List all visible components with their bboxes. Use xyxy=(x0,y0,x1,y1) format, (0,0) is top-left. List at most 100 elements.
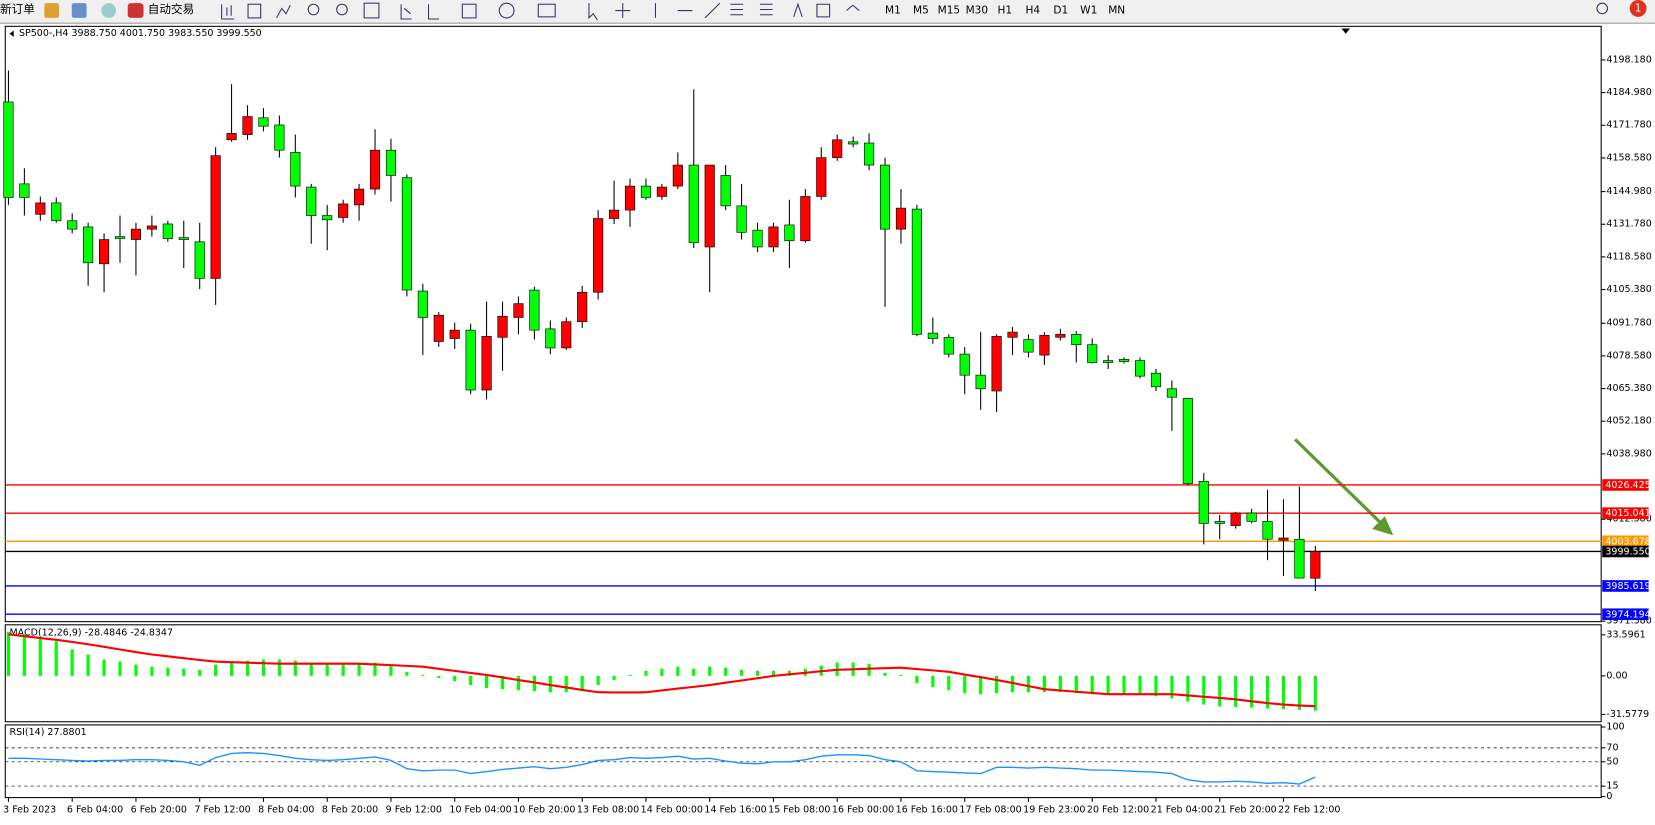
timeframe-button[interactable]: W1 xyxy=(1080,5,1097,17)
candle-body xyxy=(306,186,317,216)
candle-body xyxy=(1230,512,1241,526)
icon[interactable] xyxy=(793,2,831,18)
timeframe-button[interactable]: M5 xyxy=(913,5,929,17)
candle-body xyxy=(911,208,922,335)
candle-body xyxy=(1182,398,1193,484)
x-tick-label: 13 Feb 08:00 xyxy=(577,805,639,816)
arrow-shaft xyxy=(1293,438,1386,528)
candle-body xyxy=(67,220,78,230)
icon[interactable] xyxy=(71,3,87,18)
candle-body xyxy=(3,101,14,198)
candle-body xyxy=(242,116,253,135)
candle-body xyxy=(178,237,189,240)
auto-trading-button[interactable]: 自动交易 xyxy=(148,2,194,16)
main-title: SP500-,H4 3988.750 4001.750 3983.550 399… xyxy=(19,28,262,39)
icon[interactable] xyxy=(221,4,235,20)
y-tick-label: 4078.580 xyxy=(1606,350,1651,361)
candle-body xyxy=(816,157,827,197)
arrow-head xyxy=(1372,516,1394,536)
icon[interactable] xyxy=(654,2,773,19)
candle-body xyxy=(401,177,412,291)
candle-body xyxy=(35,202,46,215)
timeframe-button[interactable]: M1 xyxy=(885,5,901,17)
price-label: 3999.550 xyxy=(1605,547,1650,558)
toolbar: 新订单 自动交易 M1 M5 M15 M30 H1 H4 D1 W1 MN 1 xyxy=(0,0,1655,24)
candle-body xyxy=(274,124,285,151)
new-order-button[interactable]: 新订单 xyxy=(0,2,35,16)
icon[interactable] xyxy=(427,4,440,20)
icon[interactable] xyxy=(498,2,515,19)
notification-badge[interactable] xyxy=(1629,0,1647,17)
candle-body xyxy=(927,332,938,339)
y-tick-label: 0 xyxy=(1606,791,1612,802)
icon[interactable] xyxy=(615,3,631,18)
price-label-box xyxy=(1602,608,1649,621)
candle-body xyxy=(19,183,30,198)
candle-body xyxy=(497,315,508,338)
candle-body xyxy=(481,335,492,391)
icon[interactable] xyxy=(44,3,60,18)
icon[interactable] xyxy=(307,3,320,16)
icon[interactable] xyxy=(336,3,348,16)
icon[interactable] xyxy=(101,3,117,18)
y-tick-label: 0.00 xyxy=(1606,670,1627,681)
rsi-panel xyxy=(4,724,1602,799)
x-tick-label: 6 Feb 04:00 xyxy=(67,805,123,816)
x-tick-label: 20 Feb 12:00 xyxy=(1087,805,1149,816)
timeframe-button[interactable]: D1 xyxy=(1053,5,1068,17)
candle-body xyxy=(704,164,715,248)
candle-body xyxy=(146,225,157,230)
main-panel xyxy=(4,25,1602,623)
icon[interactable] xyxy=(588,3,598,21)
candle-body xyxy=(943,336,954,355)
y-tick-label: 4012.580 xyxy=(1606,514,1651,525)
timeframe-button[interactable]: M15 xyxy=(938,5,961,17)
candle-body xyxy=(449,329,460,339)
x-tick-label: 8 Feb 20:00 xyxy=(322,805,378,816)
candle-body xyxy=(609,209,620,219)
candle-body xyxy=(1134,360,1146,377)
candle-body xyxy=(1007,331,1018,338)
candle-body xyxy=(752,229,763,248)
candle-body xyxy=(959,353,970,376)
candle-body xyxy=(1039,335,1050,356)
candle-body xyxy=(800,196,811,242)
x-tick-label: 14 Feb 16:00 xyxy=(704,805,766,816)
x-tick-label: 19 Feb 23:00 xyxy=(1023,805,1085,816)
y-tick-label: 4065.380 xyxy=(1606,383,1651,394)
candle-body xyxy=(322,215,333,221)
icon[interactable] xyxy=(461,3,477,19)
candle-body xyxy=(593,218,604,293)
icon[interactable] xyxy=(537,3,556,18)
y-tick-label: 4052.180 xyxy=(1606,416,1651,427)
x-tick-label: 16 Feb 16:00 xyxy=(896,805,958,816)
icon[interactable] xyxy=(846,4,860,11)
rsi-line xyxy=(8,752,1316,785)
candle-body xyxy=(720,175,731,207)
y-tick-label: 4158.580 xyxy=(1606,152,1651,163)
timeframe-button[interactable]: MN xyxy=(1108,5,1125,17)
icon[interactable] xyxy=(276,5,291,19)
icon[interactable] xyxy=(247,3,262,19)
icon[interactable] xyxy=(363,2,380,19)
candle-body xyxy=(1087,344,1098,363)
icon[interactable] xyxy=(400,4,412,20)
price-label-box xyxy=(1602,479,1649,491)
candle-body xyxy=(1262,521,1273,540)
x-tick-label: 17 Feb 08:00 xyxy=(959,805,1021,816)
candle-body xyxy=(51,202,62,222)
timeframe-button[interactable]: H1 xyxy=(998,5,1013,17)
y-tick-label: 4118.580 xyxy=(1606,251,1651,262)
title-marker xyxy=(9,30,14,37)
timeframe-button[interactable]: M30 xyxy=(966,5,989,17)
candle-body xyxy=(513,303,524,318)
timeframe-button[interactable]: H4 xyxy=(1025,5,1040,17)
y-tick-label: 15 xyxy=(1606,781,1618,792)
x-tick-label: 14 Feb 00:00 xyxy=(641,805,703,816)
candle-body xyxy=(1278,537,1289,541)
search-icon[interactable] xyxy=(1596,2,1609,15)
auto-trading-icon[interactable] xyxy=(127,3,144,18)
y-tick-label: 50 xyxy=(1606,756,1618,767)
candle-body xyxy=(338,203,349,218)
candle-body xyxy=(114,236,126,239)
